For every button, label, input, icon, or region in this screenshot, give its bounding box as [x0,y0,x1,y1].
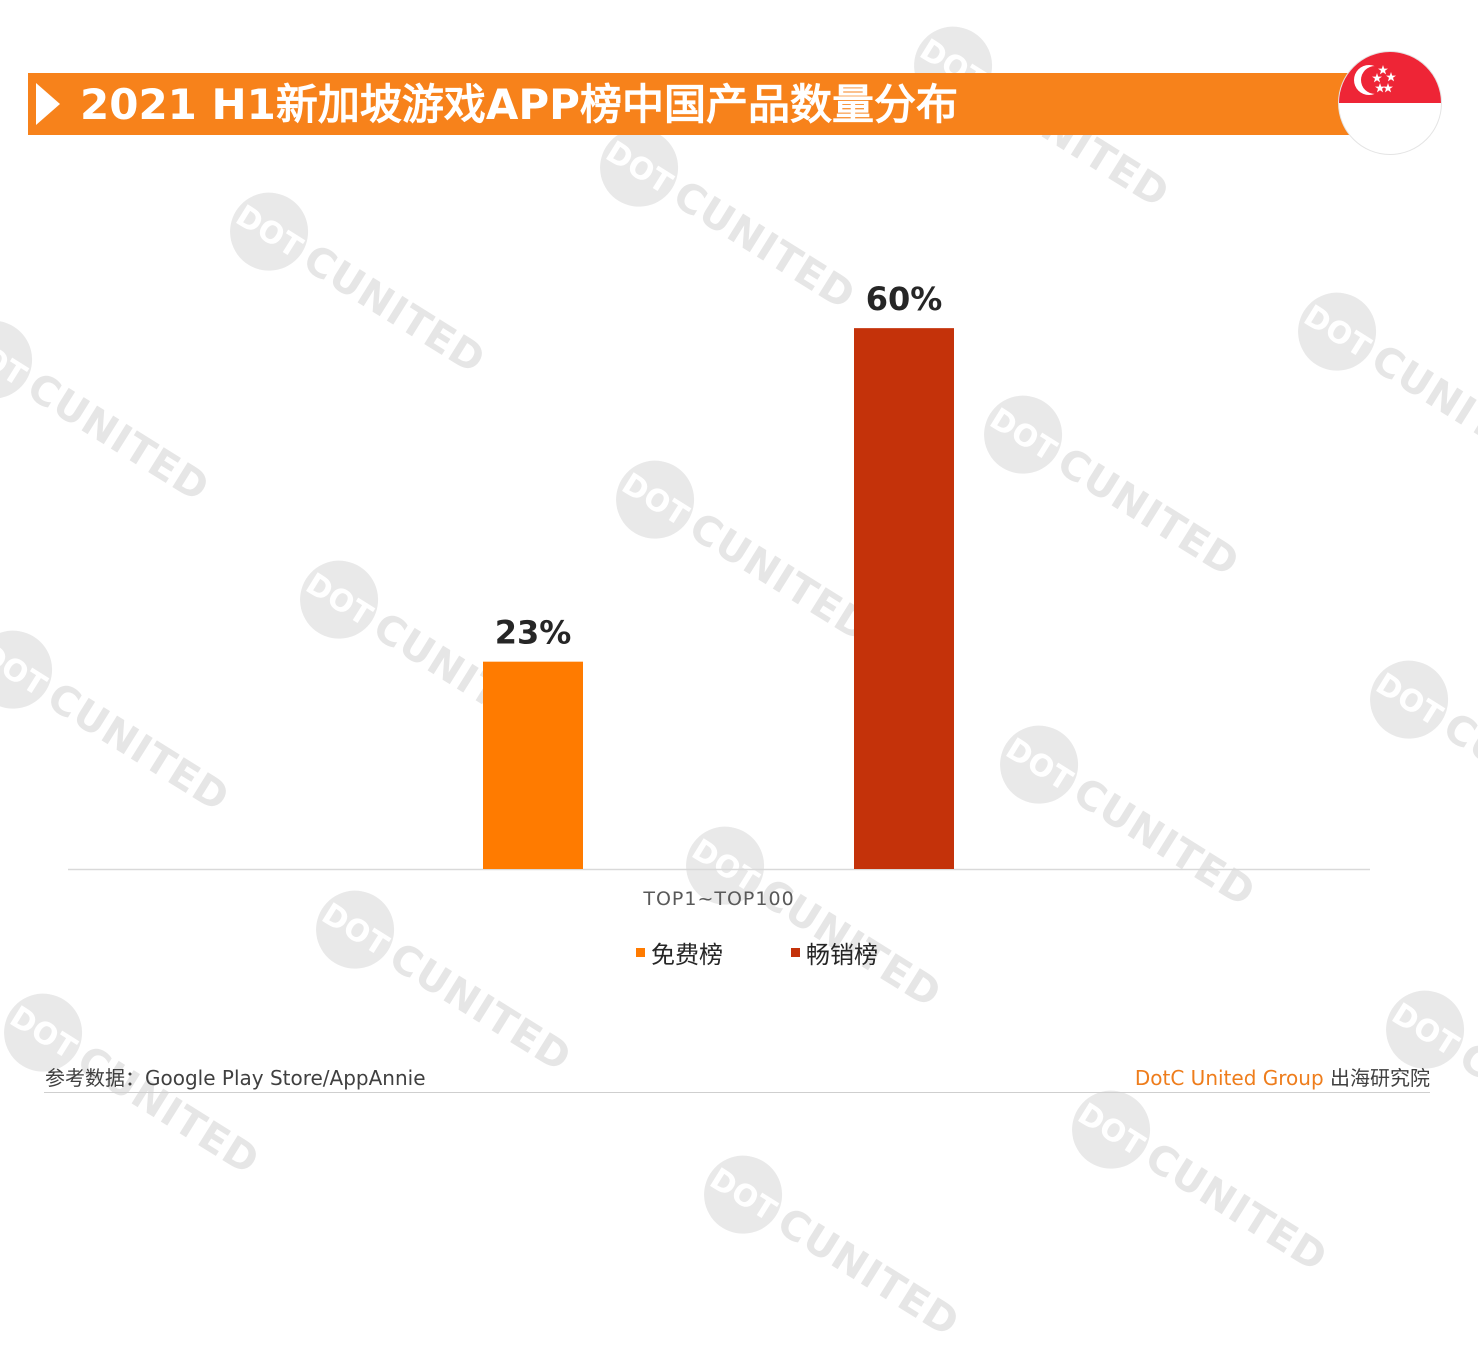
legend-label-free: 免费榜 [651,941,723,969]
chart-legend: 免费榜 畅销榜 [0,935,1478,970]
bar-chart: 23% 60% TOP1~TOP100 [68,280,1370,910]
watermark-logo: DOT CUNITED [689,1140,975,1360]
banner-arrow-icon [36,83,60,125]
footer-brand: DotC United Group 出海研究院 [1135,1062,1430,1091]
legend-item-free: 免费榜 [636,935,723,970]
bar-series-1 [854,328,954,870]
category-label: TOP1~TOP100 [642,888,794,910]
brand-name-cn: 出海研究院 [1330,1066,1430,1090]
legend-label-grossing: 畅销榜 [806,941,878,969]
bar-series-0 [483,661,583,869]
legend-item-grossing: 畅销榜 [791,935,878,970]
brand-name-en: DotC United Group [1134,1066,1324,1090]
data-label-series-0: 23% [495,614,572,652]
title-banner: 2021 H1新加坡游戏APP榜中国产品数量分布 [28,73,1408,135]
singapore-flag-icon [1339,52,1441,154]
legend-swatch-grossing [791,948,800,957]
data-source-note: 参考数据：Google Play Store/AppAnnie [45,1066,426,1090]
footer-divider [44,1092,1430,1093]
legend-swatch-free [636,948,645,957]
data-label-series-1: 60% [866,280,943,318]
page-title: 2021 H1新加坡游戏APP榜中国产品数量分布 [80,80,958,129]
